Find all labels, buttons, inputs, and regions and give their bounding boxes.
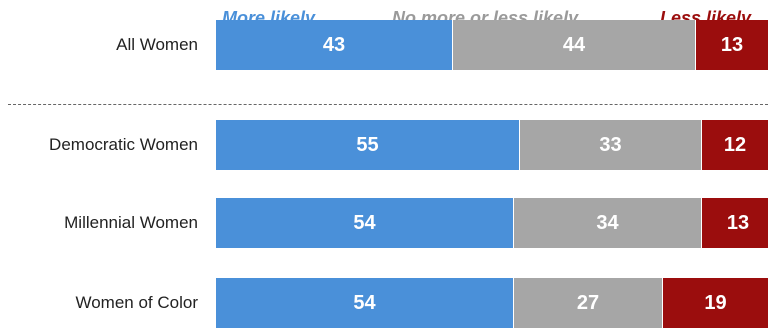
data-label: 13: [726, 211, 750, 234]
category-label: Women of Color: [75, 293, 198, 312]
bar-segment: 13: [702, 198, 768, 248]
bar-segment: 12: [702, 120, 768, 170]
category-label: Millennial Women: [64, 213, 198, 232]
category-label: All Women: [116, 35, 198, 54]
data-label: 55: [356, 133, 379, 156]
bar-segment: 27: [514, 278, 663, 328]
bar-segment: 55: [216, 120, 520, 170]
bar-segment: 54: [216, 198, 514, 248]
bar-segment: 34: [514, 198, 702, 248]
category-label: Democratic Women: [49, 135, 198, 154]
bar-segment: 54: [216, 278, 514, 328]
data-label: 12: [723, 133, 747, 156]
bar-segment: 33: [520, 120, 702, 170]
data-label: 27: [576, 291, 600, 314]
bar-segment: 43: [216, 20, 453, 70]
data-label: 43: [322, 33, 346, 56]
bar-segment: 13: [696, 20, 768, 70]
row-separator: [8, 104, 768, 105]
bar-segment: 19: [663, 278, 768, 328]
data-label: 13: [720, 33, 744, 56]
data-label: 54: [353, 211, 376, 234]
data-label: 34: [596, 211, 619, 234]
data-label: 33: [599, 133, 622, 156]
bar-segment: 44: [453, 20, 696, 70]
data-label: 54: [353, 291, 376, 314]
data-label: 44: [562, 33, 586, 56]
data-label: 19: [704, 291, 727, 314]
